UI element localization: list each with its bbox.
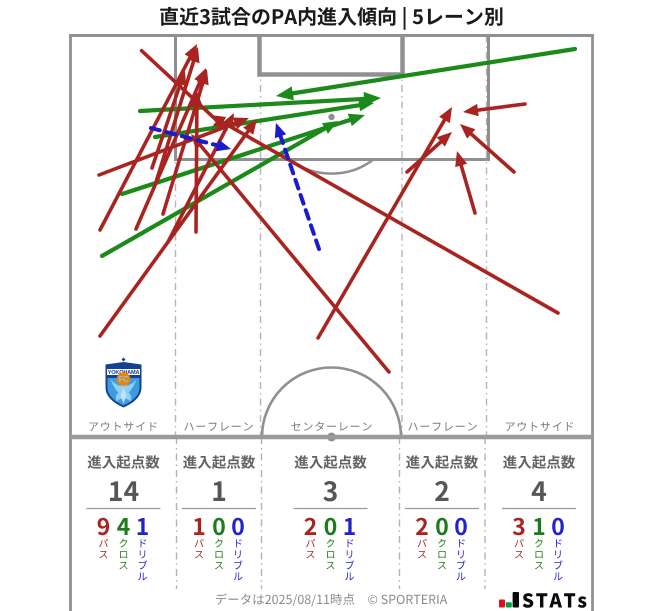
svg-text:FC: FC — [119, 375, 129, 384]
